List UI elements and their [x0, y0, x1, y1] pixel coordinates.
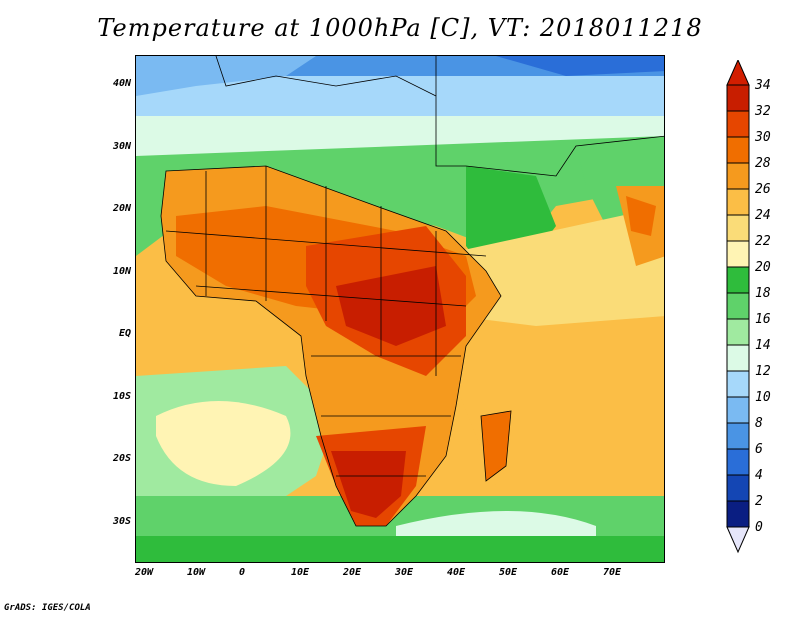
- colorbar-level-label: 18: [755, 286, 771, 301]
- colorbar-level-label: 14: [755, 338, 771, 353]
- colorbar-level-label: 22: [755, 234, 771, 249]
- temperature-field: [136, 56, 664, 562]
- colorbar-level-label: 32: [754, 104, 771, 119]
- lon-tick-label: 0: [239, 567, 246, 578]
- lon-tick-label: 60E: [551, 567, 570, 578]
- colorbar-swatch: [726, 370, 750, 398]
- colorbar-under-arrow: [726, 526, 750, 554]
- south-atlantic-high: [156, 401, 291, 486]
- lon-tick-label: 40E: [447, 567, 466, 578]
- colorbar-swatch: [726, 344, 750, 372]
- lon-tick-label: 30E: [395, 567, 414, 578]
- lon-tick-label: 10W: [187, 567, 206, 578]
- colorbar-level-label: 10: [755, 390, 771, 405]
- central-africa-hottest: [336, 266, 446, 346]
- footer-credit: GrADS: IGES/COLA: [4, 603, 91, 613]
- lon-tick-label: 20E: [343, 567, 362, 578]
- colorbar-swatch: [726, 500, 750, 528]
- colorbar-level-label: 34: [754, 78, 771, 93]
- colorbar-level-label: 4: [755, 468, 763, 483]
- temperature-map: [135, 55, 665, 563]
- colorbar-level-label: 8: [755, 416, 763, 431]
- colorbar-swatch: [726, 214, 750, 242]
- colorbar-swatch: [726, 162, 750, 190]
- lon-tick-label: 20W: [135, 567, 154, 578]
- colorbar-swatch: [726, 84, 750, 112]
- lat-tick-label: 30S: [112, 515, 131, 527]
- north-east-cold-patch: [496, 56, 664, 76]
- colorbar-level-label: 26: [755, 182, 771, 197]
- country-boundaries: [160, 56, 664, 527]
- colorbar-level-label: 30: [754, 130, 771, 145]
- southern-ocean-deep-green: [136, 536, 664, 562]
- colorbar-level-label: 0: [755, 520, 763, 535]
- lat-tick-label: 10S: [112, 390, 131, 402]
- colorbar-level-label: 2: [755, 494, 763, 509]
- lon-tick-label: 10E: [291, 567, 310, 578]
- india-hot-patch: [626, 196, 656, 236]
- colorbar-swatch: [726, 240, 750, 268]
- colorbar-level-label: 6: [755, 442, 763, 457]
- colorbar-swatch: [726, 110, 750, 138]
- lat-tick-label: 40N: [112, 78, 131, 89]
- colorbar-level-label: 24: [755, 208, 771, 223]
- colorbar-swatch: [726, 474, 750, 502]
- map-title: Temperature at 1000hPa [C], VT: 20180112…: [97, 14, 703, 42]
- colorbar-over-arrow: [726, 58, 750, 86]
- colorbar-swatch: [726, 292, 750, 320]
- colorbar-swatch: [726, 136, 750, 164]
- lat-tick-label: 10N: [112, 265, 131, 277]
- colorbar-swatch: [726, 266, 750, 294]
- colorbar-level-label: 16: [755, 312, 771, 327]
- colorbar-level-label: 12: [755, 364, 771, 379]
- colorbar: 34 32 30 28 26 24 22 20 18 16 14 12 10 8 6 4 2 0: [722, 58, 792, 564]
- colorbar-level-label: 20: [755, 260, 771, 275]
- lat-tick-label: EQ: [118, 328, 131, 339]
- southern-africa-hottest: [331, 451, 406, 518]
- lat-tick-label: 20N: [112, 203, 131, 214]
- colorbar-swatch: [726, 188, 750, 216]
- lon-tick-label: 50E: [499, 567, 518, 578]
- colorbar-swatch: [726, 448, 750, 476]
- lat-tick-label: 20S: [112, 453, 131, 464]
- colorbar-swatch: [726, 318, 750, 346]
- atlantic-cold-patch: [136, 56, 316, 96]
- lat-tick-label: 30N: [112, 140, 131, 152]
- madagascar: [481, 411, 511, 481]
- colorbar-swatch: [726, 422, 750, 450]
- colorbar-level-label: 28: [755, 156, 771, 171]
- colorbar-swatch: [726, 396, 750, 424]
- lon-tick-label: 70E: [603, 567, 622, 578]
